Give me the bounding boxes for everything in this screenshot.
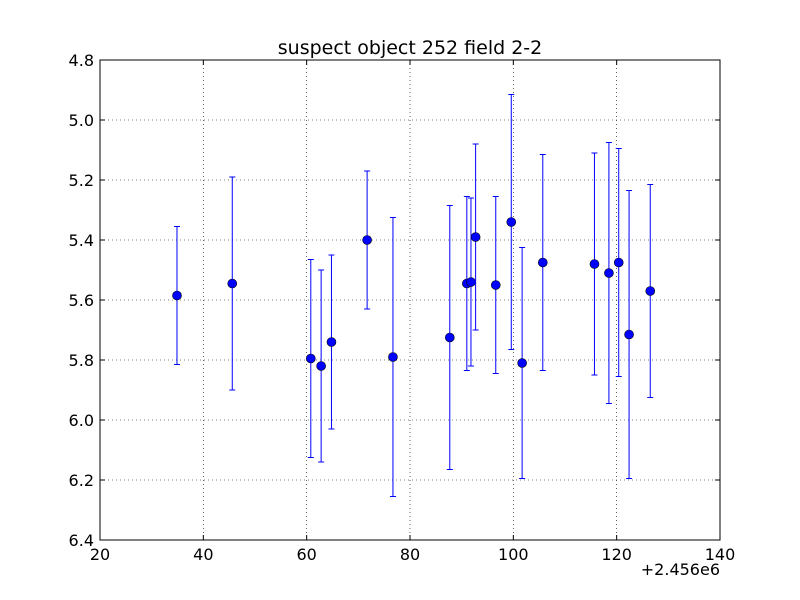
plot-frame — [99, 59, 721, 541]
y-tick-label: 5.4 — [69, 231, 94, 250]
grid-lines — [100, 60, 720, 540]
data-point — [466, 277, 476, 287]
x-tick-label: 140 — [705, 545, 736, 564]
data-point — [388, 352, 398, 362]
data-point — [624, 329, 634, 340]
y-tick-label: 5.0 — [69, 111, 94, 130]
y-tick-label: 6.2 — [69, 471, 94, 490]
x-tick-label: 60 — [296, 545, 316, 564]
data-point — [506, 217, 517, 227]
data-point — [444, 332, 455, 343]
data-point — [517, 358, 527, 368]
x-tick-label: 120 — [601, 545, 632, 564]
data-series — [172, 94, 656, 497]
y-tick-label: 5.8 — [69, 351, 94, 370]
data-point — [604, 268, 614, 278]
tick-labels: 20 40 60 80 100 120 140 4.8 5.0 5.2 5.4 5.6 5.8 6.0 6.… — [69, 51, 736, 564]
x-tick-label: 80 — [400, 545, 420, 564]
data-point — [227, 278, 238, 289]
data-point — [537, 257, 548, 268]
y-tick-label: 5.6 — [69, 291, 94, 310]
data-point — [613, 257, 624, 268]
data-point — [470, 232, 481, 242]
data-point — [305, 353, 316, 364]
data-point — [645, 286, 656, 296]
data-point — [490, 280, 501, 290]
y-tick-label: 4.8 — [69, 51, 94, 70]
data-point — [316, 361, 326, 371]
data-point — [589, 259, 600, 269]
x-tick-label: 100 — [498, 545, 529, 564]
y-tick-label: 6.4 — [69, 531, 94, 550]
y-tick-label: 6.0 — [69, 411, 94, 430]
x-tick-label: 40 — [193, 545, 213, 564]
data-point — [326, 337, 337, 347]
data-point — [362, 235, 372, 245]
y-tick-label: 5.2 — [69, 171, 94, 190]
data-point — [172, 290, 182, 301]
x-offset-label: +2.456e6 — [641, 560, 720, 579]
x-tick-label: 20 — [90, 545, 110, 564]
chart-title: suspect object 252 field 2-2 — [278, 37, 543, 59]
